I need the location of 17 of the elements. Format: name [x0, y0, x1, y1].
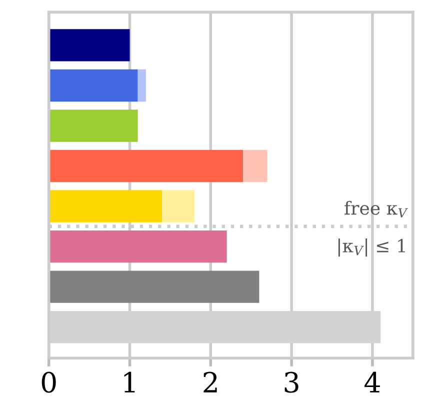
bar — [48, 110, 138, 142]
bar — [138, 69, 146, 102]
annotation: |κ$_{V}$| ≤ 1 — [338, 238, 405, 257]
bar — [48, 230, 227, 263]
bar — [48, 69, 138, 102]
x-tick-label: 0 — [42, 372, 56, 393]
x-tick-label: 2 — [204, 372, 217, 392]
bar — [48, 150, 244, 182]
bar — [48, 29, 130, 62]
bar — [243, 150, 268, 182]
bar — [162, 190, 194, 222]
annotation: free κ$_{V}$ — [344, 200, 408, 218]
x-tick-label: 3 — [284, 372, 298, 393]
bar — [48, 270, 260, 303]
x-tick-label: 4 — [364, 372, 380, 392]
x-tick-label: 1 — [124, 372, 135, 392]
bar — [48, 190, 162, 222]
